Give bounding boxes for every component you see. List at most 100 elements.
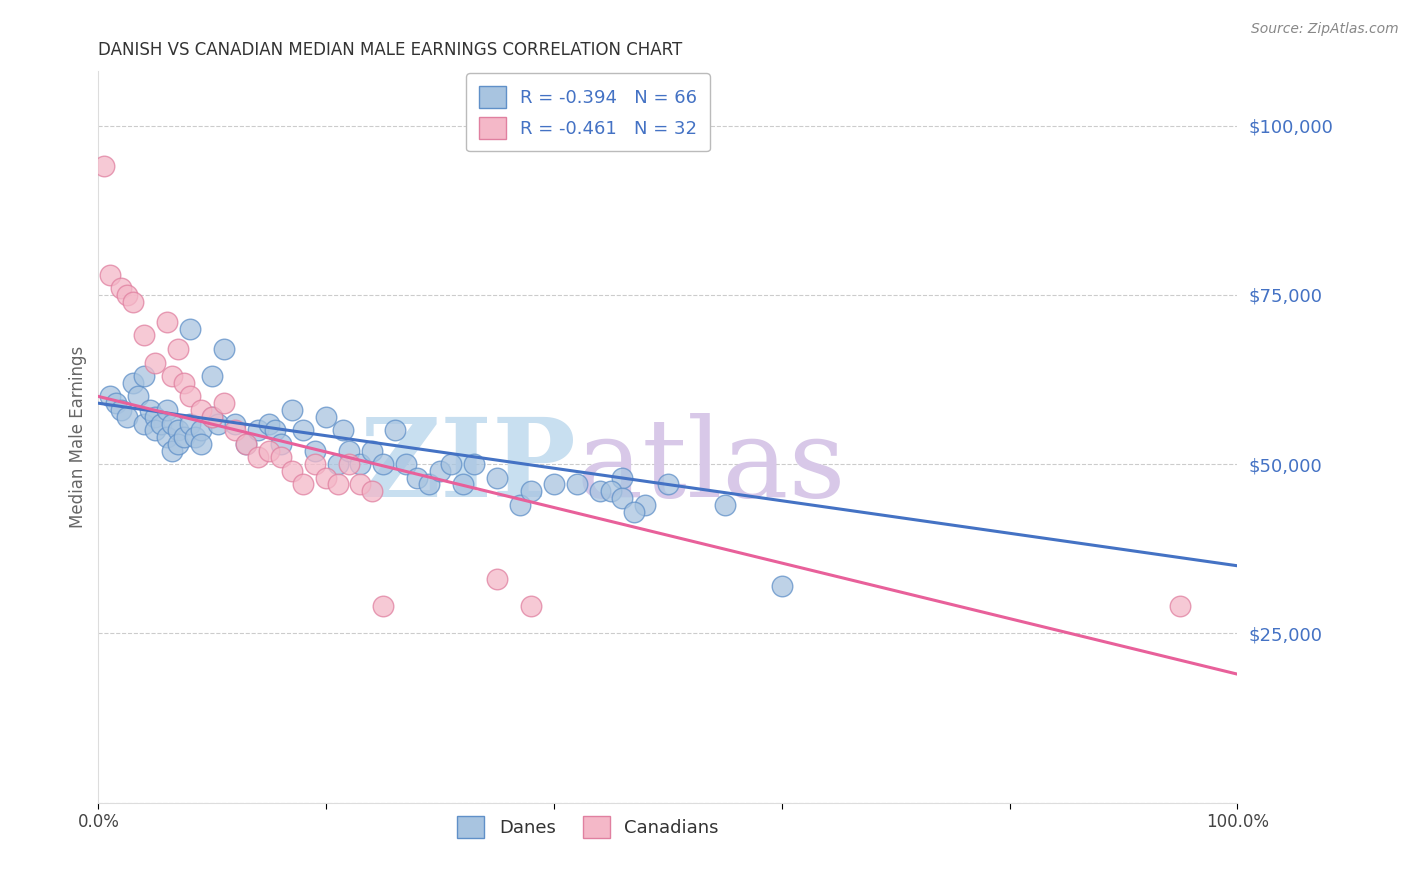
Point xyxy=(110,403,132,417)
Point xyxy=(173,430,195,444)
Point xyxy=(304,443,326,458)
Point xyxy=(156,430,179,444)
Point xyxy=(190,423,212,437)
Point xyxy=(235,437,257,451)
Point xyxy=(623,505,645,519)
Point xyxy=(98,268,121,282)
Point xyxy=(463,457,485,471)
Point xyxy=(201,409,224,424)
Point xyxy=(93,159,115,173)
Point xyxy=(384,423,406,437)
Point xyxy=(612,471,634,485)
Point xyxy=(486,471,509,485)
Point xyxy=(156,403,179,417)
Point xyxy=(167,342,190,356)
Point xyxy=(132,417,155,431)
Point xyxy=(520,484,543,499)
Point xyxy=(110,281,132,295)
Point xyxy=(315,471,337,485)
Legend: Danes, Canadians: Danes, Canadians xyxy=(450,808,725,845)
Point xyxy=(115,288,138,302)
Point xyxy=(371,457,394,471)
Point xyxy=(179,389,201,403)
Point xyxy=(565,477,588,491)
Point xyxy=(600,484,623,499)
Point xyxy=(173,376,195,390)
Point xyxy=(259,417,281,431)
Point xyxy=(264,423,287,437)
Point xyxy=(145,355,167,369)
Point xyxy=(224,417,246,431)
Point xyxy=(150,417,173,431)
Point xyxy=(270,437,292,451)
Point xyxy=(270,450,292,465)
Point xyxy=(360,484,382,499)
Point xyxy=(315,409,337,424)
Point xyxy=(246,423,269,437)
Point xyxy=(121,376,143,390)
Y-axis label: Median Male Earnings: Median Male Earnings xyxy=(69,346,87,528)
Point xyxy=(132,369,155,384)
Point xyxy=(543,477,565,491)
Point xyxy=(127,389,149,403)
Point xyxy=(349,457,371,471)
Point xyxy=(162,417,184,431)
Point xyxy=(612,491,634,505)
Point xyxy=(246,450,269,465)
Point xyxy=(429,464,451,478)
Point xyxy=(162,369,184,384)
Text: ZIP: ZIP xyxy=(360,413,576,520)
Point xyxy=(201,409,224,424)
Point xyxy=(145,409,167,424)
Point xyxy=(440,457,463,471)
Point xyxy=(138,403,160,417)
Point xyxy=(145,423,167,437)
Point xyxy=(98,389,121,403)
Point xyxy=(349,477,371,491)
Point xyxy=(451,477,474,491)
Point xyxy=(406,471,429,485)
Point xyxy=(167,423,190,437)
Point xyxy=(201,369,224,384)
Point xyxy=(156,315,179,329)
Point xyxy=(167,437,190,451)
Point xyxy=(634,498,657,512)
Text: Source: ZipAtlas.com: Source: ZipAtlas.com xyxy=(1251,22,1399,37)
Text: atlas: atlas xyxy=(576,413,846,520)
Point xyxy=(212,342,235,356)
Point xyxy=(212,396,235,410)
Point xyxy=(337,443,360,458)
Point xyxy=(115,409,138,424)
Point xyxy=(121,294,143,309)
Point xyxy=(184,430,207,444)
Point xyxy=(714,498,737,512)
Point xyxy=(207,417,229,431)
Point xyxy=(520,599,543,614)
Point xyxy=(418,477,440,491)
Point xyxy=(179,322,201,336)
Point xyxy=(179,417,201,431)
Point xyxy=(486,572,509,586)
Point xyxy=(259,443,281,458)
Point xyxy=(224,423,246,437)
Point xyxy=(190,403,212,417)
Point xyxy=(281,464,304,478)
Point xyxy=(770,579,793,593)
Point xyxy=(395,457,418,471)
Point xyxy=(337,457,360,471)
Point xyxy=(588,484,610,499)
Point xyxy=(292,423,315,437)
Point xyxy=(509,498,531,512)
Point xyxy=(235,437,257,451)
Point xyxy=(190,437,212,451)
Point xyxy=(657,477,679,491)
Point xyxy=(332,423,354,437)
Point xyxy=(326,477,349,491)
Point xyxy=(304,457,326,471)
Point xyxy=(292,477,315,491)
Point xyxy=(1170,599,1192,614)
Point xyxy=(326,457,349,471)
Text: DANISH VS CANADIAN MEDIAN MALE EARNINGS CORRELATION CHART: DANISH VS CANADIAN MEDIAN MALE EARNINGS … xyxy=(98,41,683,59)
Point xyxy=(281,403,304,417)
Point xyxy=(162,443,184,458)
